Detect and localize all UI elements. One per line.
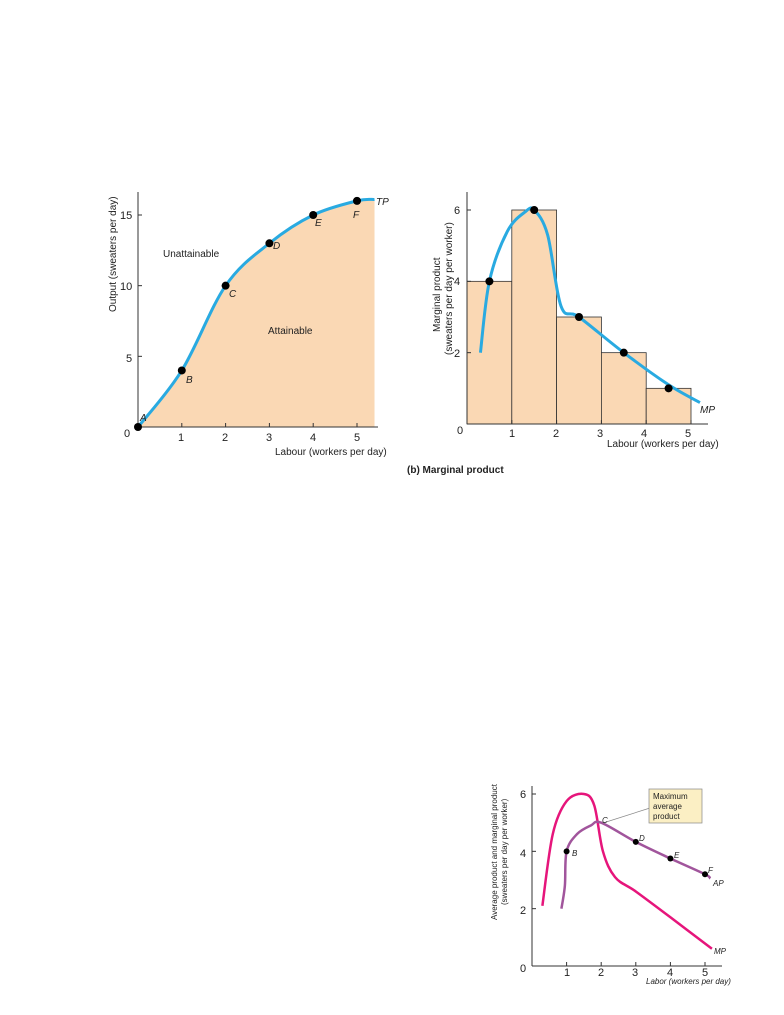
point-label-e: E [315,218,322,229]
point-f [353,196,361,205]
curve-points [134,196,361,431]
y-tick-label: 5 [126,353,132,365]
mp-curve [478,206,701,404]
mp-curve [541,792,713,950]
point-label-e: E [674,851,680,860]
x-tick-label: 4 [310,432,316,444]
x-tick-label: 1 [178,432,184,444]
ap-series-label: AP [712,879,724,888]
y-tick-label: 2 [520,905,526,917]
callout-leader [602,807,651,824]
point-a [134,423,142,431]
point-e [667,855,674,862]
y-axis-label: Output (sweaters per day) [108,196,119,312]
x-tick-label: 2 [598,967,604,979]
mp-bars [466,209,692,425]
x-tick-label: 2 [222,432,228,444]
x-tick-label: 4 [667,967,673,979]
mp-point [485,277,494,286]
y-tick-label: 10 [120,281,132,293]
point-label-d: D [273,241,280,252]
attainable-label: Attainable [268,326,313,337]
mp-series-label: MP [700,405,715,416]
chart-caption: (b) Marginal product [407,465,504,476]
x-tick-label: 2 [553,428,559,440]
point-label-b: B [186,375,193,386]
mp-bar [556,316,602,425]
point-label-b: B [572,849,578,858]
curve-points [563,838,708,878]
axis-ticks [138,214,358,427]
point-b [563,848,570,855]
axis-ticks [532,793,706,966]
axis-ticks [467,209,692,424]
x-tick-label: 1 [509,428,515,440]
y-axis-label-line2: (sweaters per day per worker) [444,222,455,355]
mp-point [664,384,673,393]
x-tick-label: 3 [266,432,272,444]
x-tick-label: 0 [457,425,463,437]
tp-series-label: TP [376,197,389,208]
point-label-c: C [229,289,237,300]
curve-points [485,206,673,393]
point-c [221,281,230,290]
point-label-f: F [708,866,714,875]
y-axis-label: Average product and marginal product [490,783,499,920]
x-tick-label: 3 [632,967,638,979]
y-tick-label: 4 [520,848,526,860]
callout-box [648,788,703,824]
point-f [702,871,708,878]
point-label-a: A [139,413,147,424]
point-label-c: C [602,816,608,825]
x-tick-label: 0 [124,428,130,440]
x-tick-label: 5 [685,428,691,440]
y-tick-label: 6 [454,205,460,217]
total-product-chart: 15 10 5 0 1 2 3 4 5 Labour (workers per … [108,192,389,458]
mp-point [530,206,539,214]
y-tick-label: 6 [520,789,526,801]
x-tick-label: 4 [641,428,647,440]
x-tick-label: 5 [354,432,360,444]
x-tick-label: 0 [520,963,526,975]
mp-series-label: MP [714,947,727,956]
x-axis-label: Labour (workers per day) [275,447,387,458]
average-marginal-product-chart: Maximum average product 6 4 2 0 1 2 3 4 … [490,783,731,986]
point-label-d: D [639,834,645,843]
x-tick-label: 5 [702,967,708,979]
callout-text: Maximum average product [653,792,690,821]
x-tick-label: 1 [564,967,570,979]
point-d [632,838,639,845]
attainable-region [138,199,375,427]
point-label-f: F [353,210,360,221]
unattainable-label: Unattainable [163,249,220,260]
mp-point [575,313,583,321]
point-e [309,211,318,219]
y-tick-label: 2 [454,348,460,360]
point-d [265,239,274,248]
mp-point [619,348,628,357]
y-tick-label: 15 [120,210,132,222]
y-tick-label: 4 [454,276,460,288]
point-b [177,366,186,375]
x-axis-label: Labour (workers per day) [607,439,719,450]
y-axis-label-line2: (sweaters per day per worker) [500,798,509,905]
y-axis-label: Marginal product [432,257,443,332]
x-tick-label: 3 [597,428,603,440]
ap-curve [560,820,712,909]
marginal-product-chart: 6 4 2 0 1 2 3 4 5 Labour (workers per da… [407,192,719,476]
x-axis-label: Labor (workers per day) [646,977,731,986]
mp-bar [466,280,513,425]
